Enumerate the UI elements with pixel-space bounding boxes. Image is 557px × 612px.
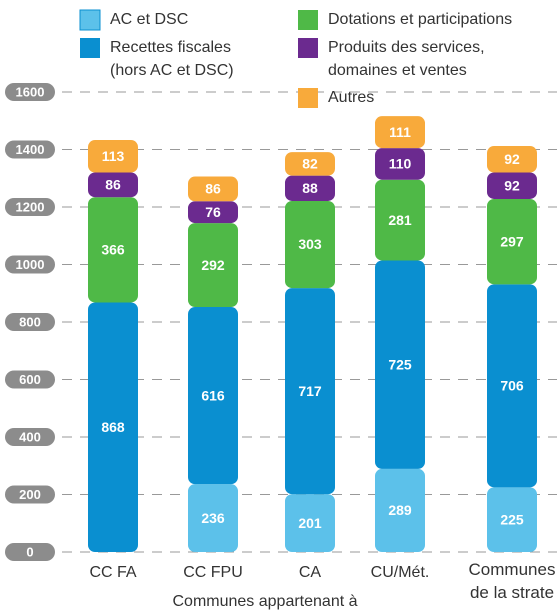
bar-segment [487, 172, 537, 199]
bar-segment [375, 179, 425, 261]
y-tick-label: 200 [19, 487, 41, 502]
tick-pill [5, 140, 55, 159]
legend-swatch [298, 10, 318, 30]
bar-segment [188, 176, 238, 202]
bar-segment [188, 223, 238, 308]
x-tick-label: CC FA [89, 564, 136, 581]
data-label: 292 [201, 257, 225, 273]
legend-swatch [79, 9, 101, 31]
data-label: 76 [205, 204, 221, 220]
data-label: 82 [302, 156, 318, 172]
x-tick-label: Communes de la strate [468, 560, 556, 602]
legend-swatch [80, 38, 100, 58]
tick-pill [5, 428, 55, 446]
tick-pill [5, 485, 55, 504]
annotation: Communes appartenant à [173, 593, 358, 610]
legend-label: Produits des services, domaines et vente… [328, 39, 485, 79]
bar-segment [188, 307, 238, 485]
bar-segment [375, 116, 425, 149]
bar-segment [285, 200, 335, 289]
data-label: 86 [205, 181, 221, 197]
data-label: 113 [102, 148, 125, 164]
bar-segment [188, 201, 238, 224]
bar-segment [188, 484, 238, 552]
tick-pill [5, 313, 55, 331]
data-label: 201 [298, 515, 322, 531]
data-label: 616 [201, 387, 225, 403]
legend-label: Dotations et participations [328, 11, 513, 28]
legend-swatch [298, 88, 318, 108]
data-label: 303 [298, 236, 322, 252]
data-label: 225 [500, 511, 524, 527]
bar-segment [285, 288, 335, 495]
y-tick-label: 400 [19, 429, 41, 444]
data-label: 281 [388, 212, 412, 228]
data-label: 717 [298, 383, 322, 399]
data-label: 725 [388, 356, 412, 372]
bar-segment [88, 140, 138, 173]
bar-segment [88, 197, 138, 303]
bar-segment [285, 152, 335, 176]
legend-swatch [298, 38, 318, 58]
data-label: 111 [389, 124, 411, 140]
bar-segment [487, 284, 537, 488]
y-tick-label: 1200 [16, 199, 45, 214]
bar-segment [88, 302, 138, 552]
bar-segment [487, 487, 537, 552]
data-label: 297 [500, 233, 524, 249]
data-label: 110 [389, 156, 412, 172]
y-tick-label: 1600 [16, 84, 45, 99]
data-label: 366 [101, 242, 125, 258]
data-label: 868 [101, 419, 125, 435]
bar-segment [375, 468, 425, 552]
tick-pill [5, 370, 55, 389]
bar-segment [285, 175, 335, 201]
data-label: 92 [504, 177, 520, 193]
bar-segment [487, 146, 537, 173]
tick-pill [5, 198, 55, 216]
data-label: 706 [500, 378, 524, 394]
data-label: 236 [201, 510, 225, 526]
y-tick-label: 600 [19, 372, 41, 387]
bar-segment [375, 260, 425, 469]
data-label: 92 [504, 151, 520, 167]
data-label: 88 [302, 180, 318, 196]
bar-segment [375, 148, 425, 180]
bar-segment [285, 494, 335, 552]
y-tick-label: 1400 [16, 142, 45, 157]
legend-label: AC et DSC [110, 11, 189, 28]
bar-segment [88, 172, 138, 198]
x-tick-label: CC FPU [183, 564, 243, 581]
tick-pill [5, 83, 55, 101]
y-tick-label: 1000 [16, 257, 45, 272]
y-tick-label: 0 [26, 544, 33, 559]
legend-label: Autres [328, 89, 375, 106]
data-label: 86 [105, 177, 121, 193]
tick-pill [5, 255, 55, 274]
y-tick-label: 800 [19, 314, 41, 329]
data-label: 289 [388, 502, 412, 518]
x-tick-label: CU/Mét. [371, 564, 430, 581]
tick-pill [5, 543, 55, 561]
legend-label: Recettes fiscales (hors AC et DSC) [110, 39, 234, 79]
bar-segment [487, 198, 537, 285]
x-tick-label: CA [299, 564, 322, 581]
